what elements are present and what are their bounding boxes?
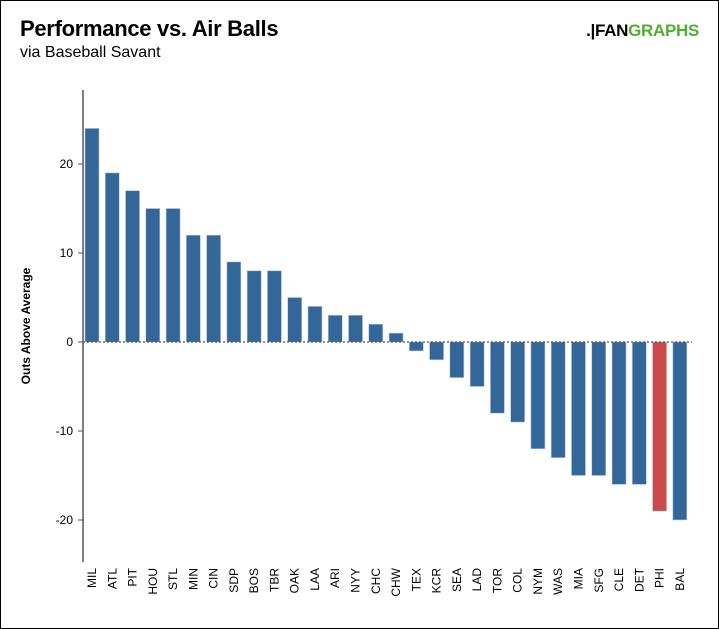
y-tick-label: -10: [56, 424, 74, 438]
x-tick-label: CHW: [389, 567, 403, 596]
bar-det: [631, 341, 647, 485]
x-tick-label: LAD: [470, 568, 484, 592]
bar-ari: [327, 314, 343, 343]
bar-cle: [611, 341, 627, 485]
bar-bos: [246, 270, 262, 343]
x-tick-label: CHC: [369, 568, 383, 594]
bar-mil: [84, 128, 100, 343]
y-tick-label: 10: [60, 246, 74, 260]
bar-nym: [530, 341, 546, 450]
bar-nyy: [348, 314, 363, 343]
x-tick-label: MIA: [571, 568, 585, 589]
y-tick-label: 0: [66, 335, 73, 349]
chart-title: Performance vs. Air Balls: [20, 16, 279, 41]
x-tick-label: PIT: [126, 567, 140, 586]
x-tick-label: COL: [511, 568, 525, 593]
x-tick-label: LAA: [308, 568, 322, 591]
bar-sea: [449, 341, 465, 378]
fangraphs-logo: .|FANGRAPHS: [586, 21, 699, 40]
bar-was: [550, 341, 566, 458]
bar-sfg: [591, 341, 607, 476]
bar-mia: [571, 341, 586, 476]
y-tick-label: -20: [56, 513, 74, 527]
x-tick-label: ATL: [105, 568, 119, 589]
y-axis-label: Outs Above Average: [19, 267, 33, 384]
bar-phi: [652, 341, 667, 512]
bar-cin: [206, 234, 221, 343]
y-tick-label: 20: [60, 157, 74, 171]
x-tick-label: NYY: [349, 568, 363, 593]
x-tick-label: MIL: [85, 568, 99, 588]
x-tick-label: TOR: [490, 568, 504, 593]
bar-min: [186, 234, 201, 343]
x-tick-label: NYM: [531, 568, 545, 595]
bar-tex: [409, 341, 424, 352]
x-tick-label: KCR: [430, 568, 444, 594]
bar-laa: [307, 306, 323, 343]
x-tick-label: DET: [632, 567, 646, 592]
bar-stl: [165, 208, 181, 343]
bar-lad: [469, 341, 485, 387]
bar-col: [510, 341, 525, 423]
bar-tor: [490, 341, 505, 414]
x-tick-label: STL: [166, 568, 180, 590]
bar-chw: [388, 332, 404, 343]
x-tick-label: WAS: [551, 568, 565, 595]
x-tick-label: BOS: [247, 568, 261, 593]
x-tick-label: TEX: [409, 568, 423, 591]
x-tick-label: SDP: [227, 568, 241, 593]
bar-tbr: [267, 270, 282, 343]
x-tick-label: OAK: [288, 568, 302, 593]
x-tick-label: PHI: [653, 568, 667, 588]
x-tick-label: SEA: [450, 568, 464, 592]
chart-subtitle: via Baseball Savant: [20, 44, 161, 61]
bar-oak: [287, 297, 303, 343]
x-tick-label: ARI: [328, 568, 342, 588]
x-tick-label: TBR: [267, 568, 281, 592]
x-tick-label: BAL: [673, 568, 687, 591]
x-tick-label: HOU: [146, 568, 160, 595]
x-tick-label: CLE: [612, 568, 626, 591]
x-tick-label: SFG: [592, 568, 606, 593]
bar-hou: [145, 208, 161, 343]
x-tick-label: MIN: [186, 568, 200, 590]
bar-bal: [672, 341, 688, 521]
bar-pit: [125, 190, 140, 343]
bar-chc: [368, 323, 384, 343]
bar-sdp: [226, 261, 242, 343]
bar-kcr: [429, 341, 444, 361]
bar-atl: [104, 172, 120, 343]
x-tick-label: CIN: [207, 568, 221, 589]
